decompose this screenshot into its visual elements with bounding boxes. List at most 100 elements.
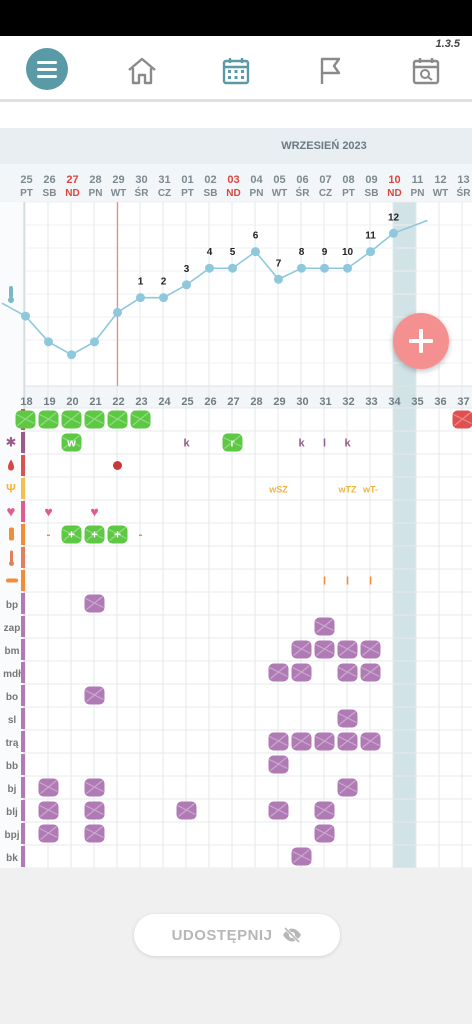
row-color-bar — [21, 570, 25, 591]
row-color-bar — [21, 800, 25, 821]
symptom-cell — [314, 801, 335, 820]
blob-texture — [292, 642, 311, 656]
day-number: 02 — [204, 174, 216, 186]
mucus-cell — [61, 433, 82, 452]
green-cell — [130, 410, 151, 429]
add-entry-button[interactable] — [393, 313, 449, 369]
blob-texture — [315, 642, 334, 656]
share-button-label: UDOSTĘPNIJ — [171, 926, 273, 944]
blob-fill — [291, 847, 312, 866]
blob-texture — [315, 619, 334, 633]
row-label: bm — [5, 646, 20, 657]
share-button[interactable]: UDOSTĘPNIJ — [134, 914, 340, 956]
blob-fill — [314, 732, 335, 751]
blob-texture — [16, 412, 35, 426]
blob-texture — [338, 642, 357, 656]
pill-mark: l — [369, 576, 372, 588]
temperature-point — [274, 274, 283, 284]
mucus-label: k — [298, 438, 305, 450]
row-label: zap — [4, 623, 21, 634]
temperature-point-label: 7 — [276, 258, 282, 269]
calendar-search-icon[interactable] — [410, 56, 442, 86]
test-label: + — [68, 528, 75, 542]
home-icon[interactable] — [126, 56, 158, 86]
cycle-chart[interactable]: WRZESIEŃ 2023 25 PT 26 SB 27 ND 28 PN 29 WT 30 ŚR 31 C… — [0, 128, 472, 868]
day-of-week: PT — [342, 188, 355, 199]
day-of-week: SB — [365, 188, 379, 199]
blob-texture — [85, 780, 104, 794]
symptom-cell — [84, 778, 105, 797]
day-number: 25 — [20, 174, 32, 186]
blob-fill — [84, 686, 105, 705]
day-number: 30 — [135, 174, 147, 186]
cycle-day-number: 28 — [250, 396, 262, 408]
blob-fill — [84, 410, 105, 429]
thermometer-icon — [9, 286, 13, 298]
test-cell — [107, 525, 128, 544]
blob-fill — [268, 755, 289, 774]
row-label: bj — [8, 784, 17, 795]
blob-texture — [85, 826, 104, 840]
blob-texture — [108, 412, 127, 426]
blob-texture — [85, 412, 104, 426]
blob-fill — [15, 410, 36, 429]
cycle-day-number: 34 — [388, 396, 401, 408]
blob-fill — [84, 801, 105, 820]
calendar-icon[interactable] — [220, 56, 252, 86]
blob-texture — [338, 665, 357, 679]
blob-texture — [361, 642, 380, 656]
day-of-week: CZ — [319, 188, 332, 199]
row-color-bar — [21, 708, 25, 729]
symptom-cell — [360, 663, 381, 682]
blob-texture — [269, 803, 288, 817]
symptom-cell — [38, 801, 59, 820]
day-number: 04 — [250, 174, 263, 186]
day-of-week: PN — [411, 188, 425, 199]
symptom-cell — [84, 594, 105, 613]
blob-texture — [315, 826, 334, 840]
bleeding-dot — [113, 461, 122, 470]
day-of-week: CZ — [158, 188, 171, 199]
blob-fill — [84, 824, 105, 843]
blob-texture — [131, 412, 150, 426]
day-of-week: WT — [433, 188, 449, 199]
temperature-point-label: 5 — [230, 247, 236, 258]
symptom-cell — [360, 732, 381, 751]
row-label: blj — [6, 807, 18, 818]
symptom-cell — [38, 778, 59, 797]
test-cell — [61, 525, 82, 544]
temperature-point-label: 9 — [322, 247, 328, 258]
blob-fill — [314, 824, 335, 843]
temperature-point-label: 10 — [342, 247, 354, 258]
symptom-cell — [360, 640, 381, 659]
blob-fill — [337, 640, 358, 659]
month-label: WRZESIEŃ 2023 — [281, 139, 367, 152]
blob-fill — [38, 410, 59, 429]
blob-texture — [223, 435, 242, 449]
menu-button[interactable] — [26, 48, 68, 90]
heart-icon: ♥ — [7, 504, 16, 521]
symptom-cell — [84, 801, 105, 820]
day-of-week: ND — [226, 188, 240, 199]
day-of-week: PN — [89, 188, 103, 199]
test-label: - — [47, 528, 51, 542]
symptom-cell — [268, 801, 289, 820]
cycle-day-number: 26 — [204, 396, 216, 408]
blob-fill — [84, 525, 105, 544]
blob-texture — [39, 803, 58, 817]
symptom-cell — [38, 824, 59, 843]
blob-fill — [61, 525, 82, 544]
blob-fill — [107, 525, 128, 544]
flag-icon[interactable] — [314, 56, 346, 86]
blob-fill — [84, 778, 105, 797]
green-cell — [38, 410, 59, 429]
test-label: + — [91, 528, 98, 542]
temperature-point-label: 8 — [299, 247, 305, 258]
drop-icon — [8, 459, 14, 471]
blob-texture — [361, 665, 380, 679]
mucus-label: r — [230, 438, 235, 450]
blob-fill — [360, 640, 381, 659]
mucus-cell — [222, 433, 243, 452]
blob-texture — [108, 527, 127, 541]
day-number: 03 — [227, 174, 239, 186]
